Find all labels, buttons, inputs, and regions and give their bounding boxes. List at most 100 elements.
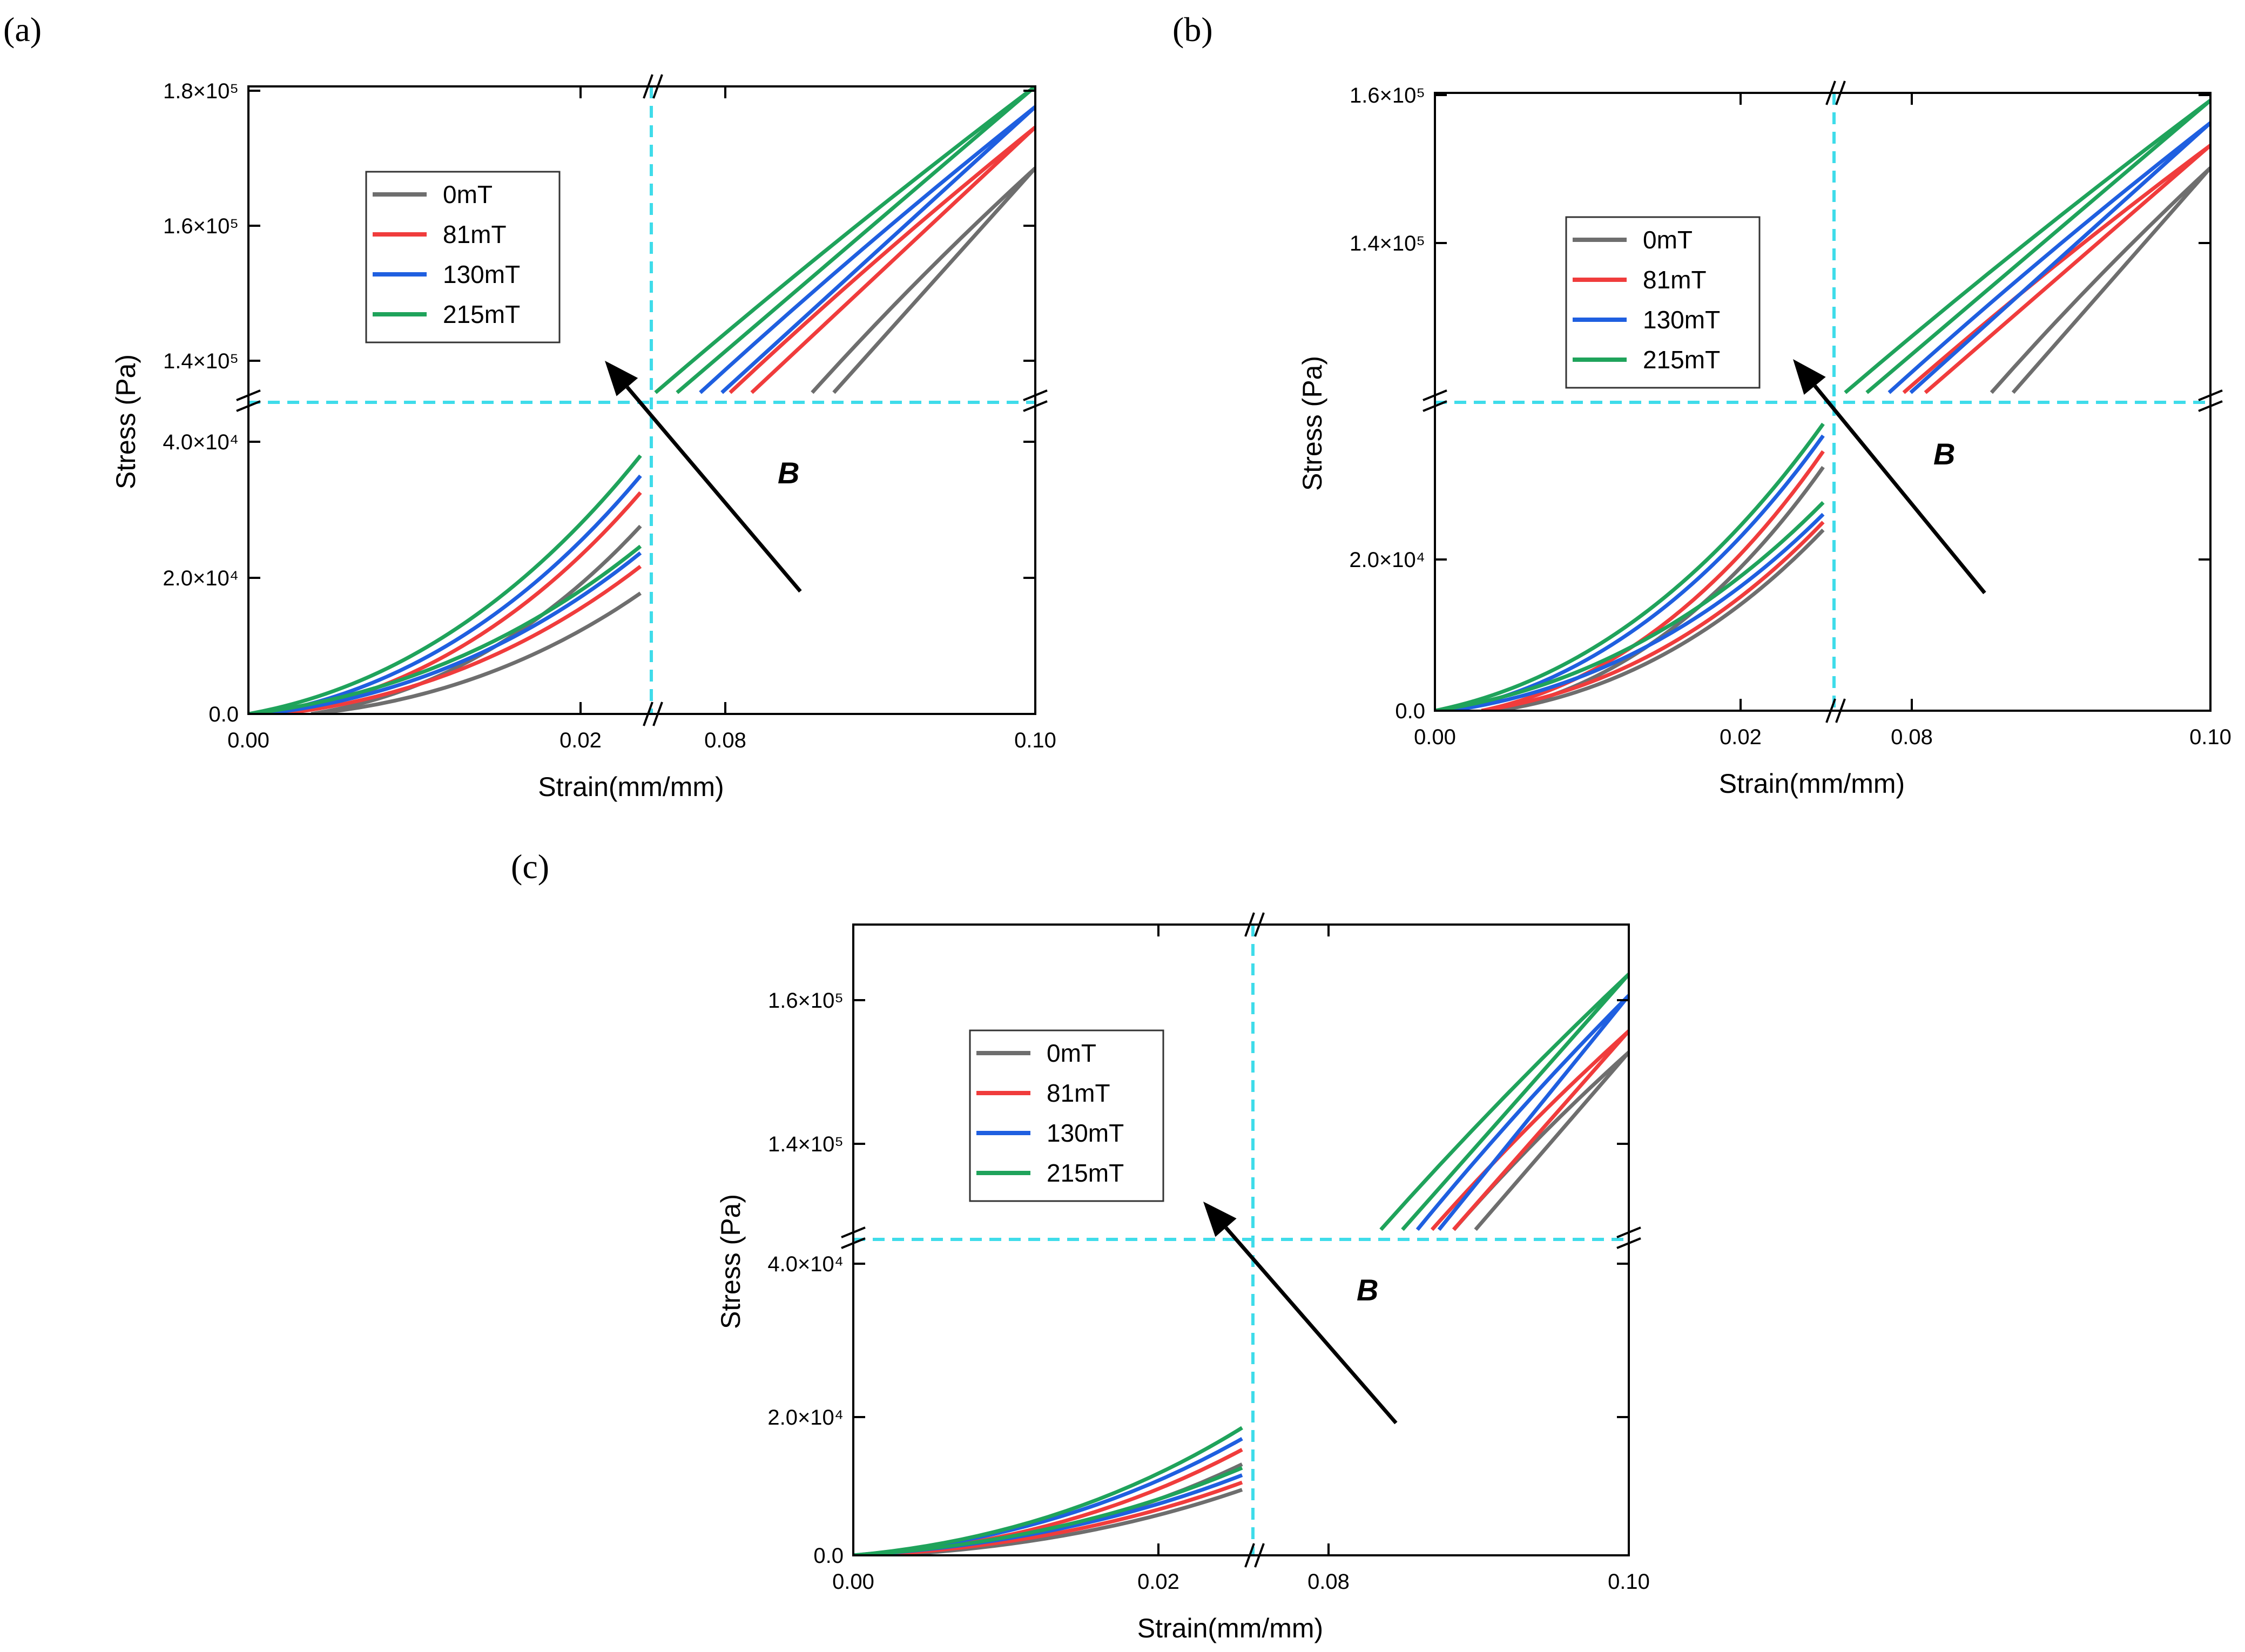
series-130mT-low-lower [1450,513,1825,711]
series-81mT-high-lower [1924,144,2210,394]
legend-label: 215mT [1047,1159,1124,1187]
curves [853,973,1629,1555]
y-tick-label: 4.0×10⁴ [767,1252,844,1276]
x-break-mark [652,74,663,99]
x-break-mark [1825,80,1836,105]
field-label: B [778,456,799,490]
panel-3: (c) 0.0 2.0×10⁴ 4.0×10⁴ 1.4×10⁵ 1.6×10⁵ 0.00 0.… [511,847,1650,1643]
series-0mT-high-upper [1990,166,2210,394]
series-81mT-high-upper [1902,144,2210,394]
y-break-mark [841,1237,866,1249]
y-axis-title: Stress (Pa) [1297,356,1327,491]
plot-frame [852,923,1630,1556]
x-break-mark [1244,912,1255,937]
y-break-mark [2198,400,2223,412]
x-break-mark [1254,1543,1265,1568]
field-label: B [1357,1273,1378,1307]
legend-label: 130mT [443,260,520,288]
series-215mT-high-lower [1865,99,2210,394]
y-break-mark [1422,389,1447,401]
plot-frame [247,85,1036,715]
series-215mT-high-upper [654,86,1035,394]
legend-label: 130mT [1047,1119,1124,1147]
x-tick-label: 0.00 [227,729,269,752]
x-break-mark [1244,1543,1255,1568]
x-tick-label: 0.08 [1307,1570,1350,1594]
x-axis-title: Strain(mm/mm) [538,772,724,802]
y-tick-label: 1.4×10⁵ [163,349,239,373]
x-tick-label: 0.10 [1608,1570,1650,1594]
y-break-mark [1616,1226,1641,1238]
x-break-mark [643,702,653,726]
y-tick-label: 0.0 [1395,699,1425,723]
legend-label: 130mT [1643,306,1720,334]
series-81mT-high-upper [1430,1029,1629,1231]
series-0mT-high-lower [2011,166,2210,394]
panel-label: (c) [511,847,549,886]
curves [248,86,1035,714]
series-81mT-low-upper [1481,450,1825,711]
series-130mT-high-lower [720,105,1035,394]
x-break-mark [1254,912,1265,937]
legend-label: 215mT [443,300,520,328]
x-tick-label: 0.10 [2189,725,2231,749]
x-tick-label: 0.02 [1137,1570,1179,1594]
legend-label: 0mT [443,180,493,208]
field-arrow [1813,385,1986,595]
x-tick-label: 0.08 [704,729,746,752]
x-break-mark [1835,80,1846,105]
series-215mT-high-lower [1401,973,1629,1231]
y-tick-label: 1.6×10⁵ [163,214,239,238]
series-81mT-high-lower [1452,1029,1629,1231]
y-break-mark [1023,400,1048,412]
series-215mT-high-lower [676,86,1035,394]
legend-label: 215mT [1643,346,1720,374]
series-130mT-high-lower [1909,121,2210,394]
y-tick-label: 1.4×10⁵ [768,1132,844,1156]
y-break-mark [1616,1237,1641,1249]
legend-label: 0mT [1047,1039,1096,1067]
series-215mT-low-upper [1435,422,1825,711]
series-81mT-high-upper [729,125,1035,394]
series-215mT-high-upper [1379,973,1629,1231]
field-arrow [625,386,802,593]
x-tick-label: 0.02 [559,729,602,752]
x-axis-title: Strain(mm/mm) [1137,1613,1323,1643]
y-tick-label: 1.8×10⁵ [163,79,239,103]
series-215mT-low-lower [1435,501,1825,711]
y-axis-title: Stress (Pa) [716,1194,746,1329]
series-0mT-high-lower [1474,1051,1629,1231]
legend-label: 81mT [443,220,507,248]
series-215mT-high-upper [1844,99,2210,394]
x-break-mark [643,74,653,99]
series-130mT-low-lower [264,551,642,714]
legend-label: 0mT [1643,226,1693,254]
x-break-mark [1835,698,1846,723]
y-break-mark [236,389,261,401]
series-130mT-high-upper [1415,994,1629,1231]
panel-2: (b) 0.0 2.0×10⁴ 1.4×10⁵ 1.6×10⁵ 0.00 0.02 0.08 0… [1172,10,2231,799]
y-break-mark [841,1226,866,1238]
field-arrow-head [605,361,638,396]
series-81mT-high-lower [750,126,1035,394]
panel-1: (a) 0.0 2.0×10⁴ 4.0×10⁴ 1.4×10⁵ 1.6×10⁵ 1.8×10… [3,10,1056,802]
y-tick-label: 0.0 [208,703,239,726]
x-axis-title: Strain(mm/mm) [1719,768,1905,799]
series-81mT-low-lower [1481,521,1825,711]
legend: 0mT 81mT 130mT 215mT [969,1029,1164,1202]
legend: 0mT 81mT 130mT 215mT [1565,216,1761,389]
legend-label: 81mT [1047,1079,1110,1107]
x-break-mark [652,702,663,726]
field-arrow-head [1203,1202,1237,1237]
series-0mT-high-upper [811,166,1035,394]
y-axis-title: Stress (Pa) [111,354,141,489]
x-break-mark [1825,698,1836,723]
y-tick-label: 0.0 [813,1544,844,1568]
x-tick-label: 0.00 [832,1570,874,1594]
series-130mT-high-lower [1437,994,1629,1231]
series-130mT-high-upper [1887,121,2210,394]
field-label: B [1933,437,1955,471]
x-tick-label: 0.10 [1014,729,1056,752]
panel-label: (a) [3,10,42,49]
